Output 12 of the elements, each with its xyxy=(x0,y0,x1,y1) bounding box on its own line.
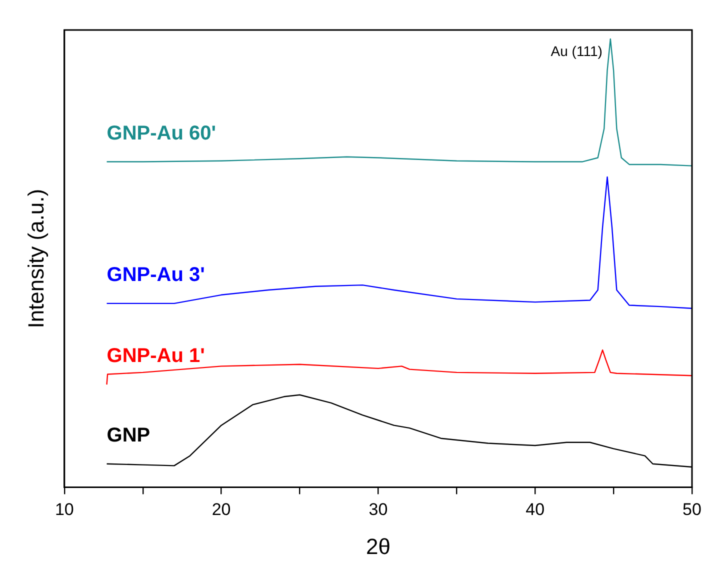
x-tick-label: 10 xyxy=(54,500,74,520)
annotation: Au (111) xyxy=(550,42,602,59)
series-label: GNP xyxy=(106,424,150,446)
series-label: GNP-Au 1' xyxy=(106,345,205,368)
series-label: GNP-Au 60' xyxy=(106,122,216,144)
series-label: GNP-Au 3' xyxy=(106,264,205,286)
x-tick-label: 30 xyxy=(368,500,388,520)
x-axis-title: 2θ xyxy=(366,534,390,559)
x-tick-label: 20 xyxy=(212,500,231,520)
x-tick-label: 50 xyxy=(682,500,702,520)
y-axis-title: Intensity (a.u.) xyxy=(23,188,48,328)
x-tick-label: 40 xyxy=(526,500,545,520)
